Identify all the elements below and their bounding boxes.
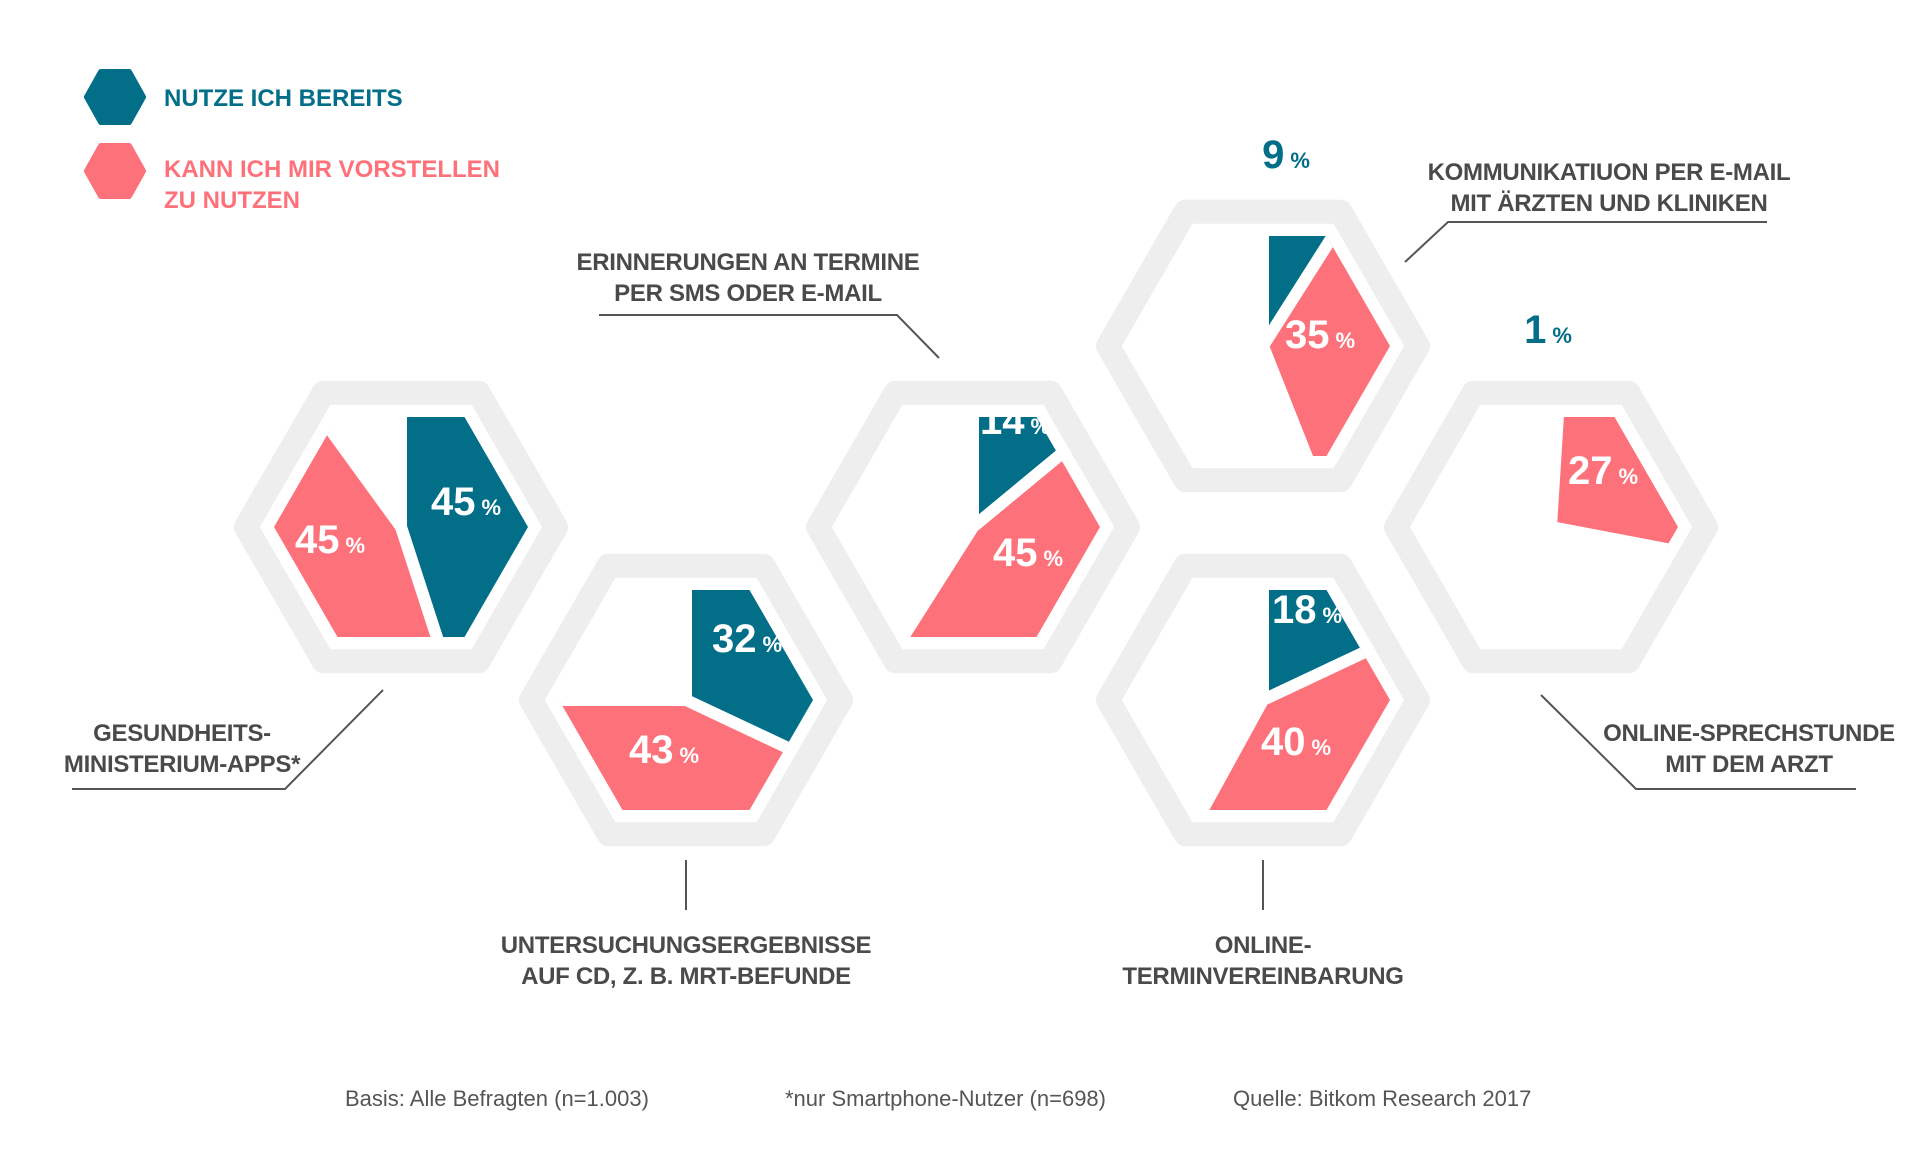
leader-line-sprechstunde <box>1540 694 1856 790</box>
slice-imagine <box>1257 236 1390 456</box>
hex-pie-4: 18 % 40% <box>1096 553 1430 847</box>
legend-swatch-imagine <box>84 143 146 199</box>
footer-basis: Basis: Alle Befragten (n=1.003) <box>345 1086 649 1111</box>
footer-source: Quelle: Bitkom Research 2017 <box>1233 1086 1531 1111</box>
legend-label-used: NUTZE ICH BEREITS <box>164 85 403 112</box>
hex-pie-0: 45 % 45% <box>234 380 568 674</box>
label-erinnerungen-line1: ERINNERUNGEN AN TERMINE <box>577 249 920 276</box>
value-label-used: 45% <box>431 480 501 524</box>
value-label-imagine: 40% <box>1261 720 1331 764</box>
legend-swatch-used <box>84 69 146 125</box>
leader-line-kommunikation <box>1404 221 1767 263</box>
label-terminvereinbarung-line1: ONLINE- <box>1215 932 1312 959</box>
value-label-imagine: 27% <box>1568 449 1638 493</box>
value-label-imagine: 35% <box>1285 313 1355 357</box>
label-sprechstunde-line2: MIT DEM ARZT <box>1665 751 1833 778</box>
slice-used <box>395 417 528 637</box>
label-gesundheit-line1: GESUNDHEITS- <box>93 720 271 747</box>
value-label-imagine: 45% <box>993 531 1063 575</box>
label-sprechstunde-line1: ONLINE-SPRECHSTUNDE <box>1603 720 1895 747</box>
legend-label-imagine-line1: KANN ICH MIR VORSTELLEN <box>164 156 500 183</box>
hex-pie-3: 9 % 35% <box>1096 133 1430 493</box>
leader-lines <box>72 221 1856 910</box>
hex-pie-2: 14 % 45% <box>806 380 1140 674</box>
value-label-used: 32% <box>712 617 782 661</box>
value-label-used: 9% <box>1262 133 1310 177</box>
hex-pies: 45 % 45 % 32 % 43 % 14 % 45 % 9 % 35 % 18 % 40 % 1 % 27% <box>234 133 1718 847</box>
value-label-imagine: 43% <box>629 728 699 772</box>
legend-label-imagine-line2: ZU NUTZEN <box>164 187 300 214</box>
label-untersuchung-line2: AUF CD, Z. B. MRT-BEFUNDE <box>521 963 851 990</box>
value-label-used: 1% <box>1524 308 1572 352</box>
leader-line-gesundheit <box>72 689 384 790</box>
leader-line-erinnerungen <box>599 314 940 359</box>
label-kommunikation-line1: KOMMUNIKATIUON PER E-MAIL <box>1428 159 1791 186</box>
label-kommunikation-line2: MIT ÄRZTEN UND KLINIKEN <box>1450 190 1767 217</box>
footer: Basis: Alle Befragten (n=1.003) *nur Sma… <box>345 1086 1531 1111</box>
value-label-used: 18% <box>1272 588 1342 632</box>
category-labels: GESUNDHEITS- MINISTERIUM-APPS* UNTERSUCH… <box>64 159 1896 990</box>
label-terminvereinbarung-line2: TERMINVEREINBARUNG <box>1122 963 1403 990</box>
legend: NUTZE ICH BEREITS KANN ICH MIR VORSTELLE… <box>84 69 500 214</box>
label-gesundheit-line2: MINISTERIUM-APPS* <box>64 751 301 778</box>
slice-imagine <box>274 417 468 637</box>
label-untersuchung-line1: UNTERSUCHUNGSERGEBNISSE <box>501 932 872 959</box>
hex-pie-5: 1 % 27% <box>1384 308 1718 674</box>
footer-note: *nur Smartphone-Nutzer (n=698) <box>785 1086 1106 1111</box>
value-label-imagine: 45% <box>295 518 365 562</box>
label-erinnerungen-line2: PER SMS ODER E-MAIL <box>614 280 882 307</box>
value-label-used: 14% <box>980 399 1050 443</box>
hex-pie-1: 32 % 43% <box>519 553 853 847</box>
